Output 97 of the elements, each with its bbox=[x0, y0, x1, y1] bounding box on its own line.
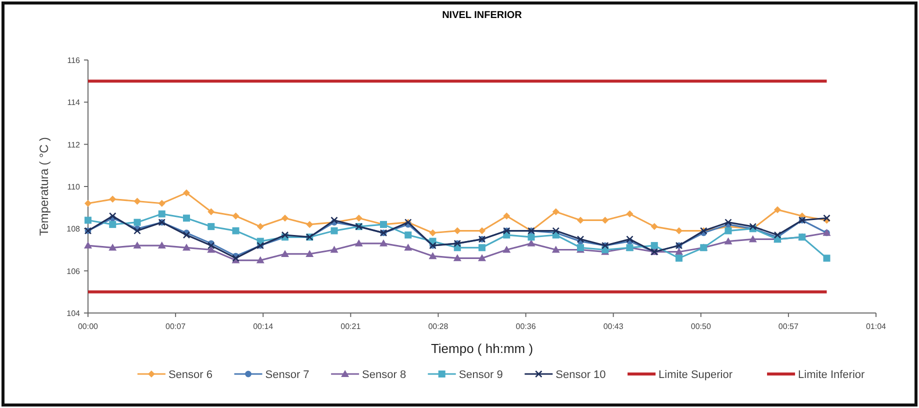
x-tick-label: 00:00 bbox=[78, 322, 99, 331]
point bbox=[158, 242, 166, 249]
y-tick-label: 104 bbox=[66, 309, 81, 318]
point bbox=[576, 236, 584, 243]
x-tick-label: 00:07 bbox=[166, 322, 186, 331]
point bbox=[602, 216, 609, 224]
point bbox=[650, 242, 658, 250]
x-tick-label: 01:04 bbox=[866, 322, 887, 331]
point bbox=[749, 222, 757, 230]
point bbox=[478, 244, 486, 252]
x-tick-label: 00:14 bbox=[253, 322, 274, 331]
x-tick-label: 00:36 bbox=[516, 322, 536, 331]
point bbox=[134, 218, 141, 226]
point bbox=[748, 235, 757, 242]
point bbox=[478, 227, 486, 234]
point bbox=[454, 227, 461, 234]
y-tick-label: 114 bbox=[67, 98, 81, 108]
point bbox=[823, 254, 830, 262]
y-tick-label: 110 bbox=[67, 182, 81, 192]
point bbox=[183, 214, 190, 222]
legend-label: Sensor 7 bbox=[265, 369, 310, 381]
point bbox=[281, 231, 289, 239]
point bbox=[428, 252, 437, 260]
point bbox=[453, 254, 462, 262]
point bbox=[282, 214, 288, 222]
point bbox=[774, 206, 781, 214]
legend-label: Limite Superior bbox=[658, 369, 733, 381]
point bbox=[109, 220, 116, 228]
point bbox=[404, 231, 412, 238]
point bbox=[502, 246, 511, 253]
point bbox=[183, 189, 190, 196]
point bbox=[626, 210, 634, 218]
point bbox=[577, 216, 584, 224]
y-tick-label: 106 bbox=[66, 266, 81, 276]
x-tick-label: 00:57 bbox=[778, 322, 799, 331]
x-tick-label: 00:50 bbox=[690, 322, 712, 331]
point bbox=[232, 227, 240, 234]
point bbox=[552, 227, 560, 234]
point bbox=[528, 234, 535, 241]
point bbox=[429, 229, 436, 236]
point bbox=[134, 227, 141, 234]
point bbox=[675, 248, 683, 255]
point bbox=[552, 208, 560, 216]
y-tick-label: 112 bbox=[67, 140, 81, 150]
legend-label: Sensor 8 bbox=[362, 369, 406, 381]
point bbox=[330, 227, 338, 234]
point bbox=[380, 239, 388, 246]
point bbox=[182, 244, 190, 251]
point bbox=[158, 200, 166, 207]
point bbox=[256, 223, 264, 230]
point bbox=[84, 242, 92, 249]
y-tick-label: 108 bbox=[66, 224, 81, 234]
point bbox=[232, 212, 240, 220]
point bbox=[676, 227, 682, 234]
y-tick-label: 116 bbox=[67, 56, 81, 65]
point bbox=[626, 236, 634, 243]
point bbox=[108, 244, 117, 251]
point bbox=[158, 210, 166, 218]
point bbox=[84, 216, 92, 224]
x-axis-title: Tiempo ( hh:mm ) bbox=[430, 341, 534, 356]
x-tick-label: 00:43 bbox=[603, 322, 624, 331]
point bbox=[306, 250, 314, 257]
point bbox=[133, 242, 142, 249]
y-axis-title: Temperatura ( °C ) bbox=[37, 137, 51, 236]
point bbox=[109, 196, 116, 203]
point bbox=[134, 198, 141, 205]
chart-title: NIVEL INFERIOR bbox=[442, 10, 523, 21]
point bbox=[306, 220, 314, 228]
point bbox=[650, 223, 658, 230]
point bbox=[552, 246, 560, 253]
point bbox=[354, 239, 363, 246]
point bbox=[503, 212, 510, 220]
point bbox=[724, 227, 732, 234]
point bbox=[724, 237, 732, 244]
legend-label: Sensor 10 bbox=[556, 369, 606, 381]
point bbox=[207, 242, 215, 250]
legend-label: Sensor 6 bbox=[168, 369, 212, 381]
point bbox=[207, 246, 216, 253]
point bbox=[84, 200, 92, 207]
point bbox=[208, 223, 215, 230]
point bbox=[208, 208, 215, 216]
point bbox=[404, 244, 412, 251]
point bbox=[676, 254, 682, 262]
point bbox=[355, 214, 362, 222]
x-tick-label: 00:21 bbox=[340, 322, 362, 331]
legend-label: Sensor 9 bbox=[458, 369, 503, 381]
point bbox=[823, 214, 830, 222]
legend-label: Limite Inferior bbox=[798, 369, 866, 381]
point bbox=[182, 231, 190, 239]
point bbox=[281, 250, 289, 257]
point bbox=[774, 231, 782, 239]
point bbox=[724, 218, 732, 226]
point bbox=[108, 212, 116, 220]
point bbox=[330, 246, 338, 253]
point bbox=[256, 256, 264, 264]
x-tick-label: 00:28 bbox=[428, 322, 449, 331]
point bbox=[478, 254, 486, 262]
